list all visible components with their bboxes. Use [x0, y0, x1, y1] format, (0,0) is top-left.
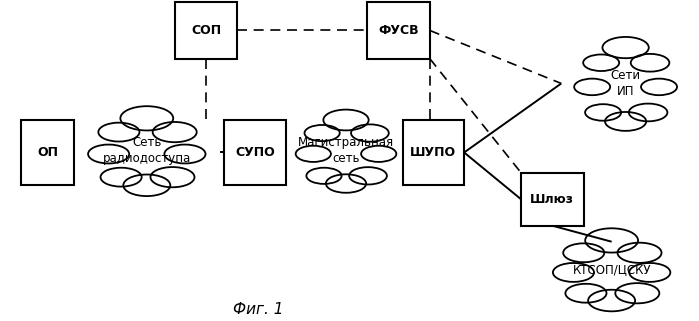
Circle shape: [124, 141, 168, 161]
Circle shape: [629, 263, 670, 282]
Circle shape: [88, 144, 129, 163]
Text: Сеть
радиодоступа: Сеть радиодоступа: [103, 136, 191, 165]
Circle shape: [123, 175, 171, 196]
Circle shape: [150, 167, 194, 187]
Circle shape: [553, 263, 594, 282]
Text: Магистральная
сеть: Магистральная сеть: [298, 136, 394, 165]
Text: КТСОП/ЦСКУ: КТСОП/ЦСКУ: [572, 263, 651, 276]
Text: Фиг. 1: Фиг. 1: [233, 302, 284, 317]
Circle shape: [306, 168, 342, 184]
Bar: [22, 120, 74, 185]
Text: СОП: СОП: [191, 24, 222, 37]
Bar: [367, 3, 430, 59]
Text: ФУСВ: ФУСВ: [378, 24, 419, 37]
Circle shape: [351, 124, 389, 142]
Text: Шлюз: Шлюз: [531, 193, 574, 205]
Text: СУПО: СУПО: [236, 146, 275, 159]
Bar: [521, 173, 584, 225]
Circle shape: [327, 142, 365, 160]
Circle shape: [296, 146, 331, 162]
Circle shape: [585, 104, 621, 121]
Circle shape: [324, 109, 368, 130]
Circle shape: [563, 243, 604, 262]
Circle shape: [101, 168, 142, 187]
Circle shape: [349, 167, 387, 185]
Circle shape: [588, 290, 635, 311]
Circle shape: [629, 104, 668, 121]
Bar: [224, 120, 286, 185]
Circle shape: [630, 54, 670, 72]
Bar: [175, 3, 237, 59]
Circle shape: [641, 79, 677, 95]
Circle shape: [574, 79, 610, 95]
Circle shape: [606, 74, 645, 92]
Circle shape: [583, 55, 619, 71]
Text: Сети
ИП: Сети ИП: [610, 69, 641, 98]
Circle shape: [615, 283, 659, 303]
Circle shape: [326, 174, 366, 193]
Circle shape: [120, 106, 173, 130]
Circle shape: [565, 284, 607, 303]
Circle shape: [99, 123, 140, 142]
Circle shape: [617, 243, 661, 263]
Circle shape: [152, 122, 196, 142]
Text: ШУПО: ШУПО: [410, 146, 456, 159]
Bar: [403, 120, 464, 185]
Circle shape: [605, 112, 646, 131]
Circle shape: [305, 125, 340, 141]
Text: ОП: ОП: [37, 146, 58, 159]
Circle shape: [585, 228, 638, 253]
Circle shape: [589, 259, 633, 280]
Circle shape: [164, 144, 206, 163]
Circle shape: [603, 37, 649, 58]
Circle shape: [361, 146, 396, 162]
